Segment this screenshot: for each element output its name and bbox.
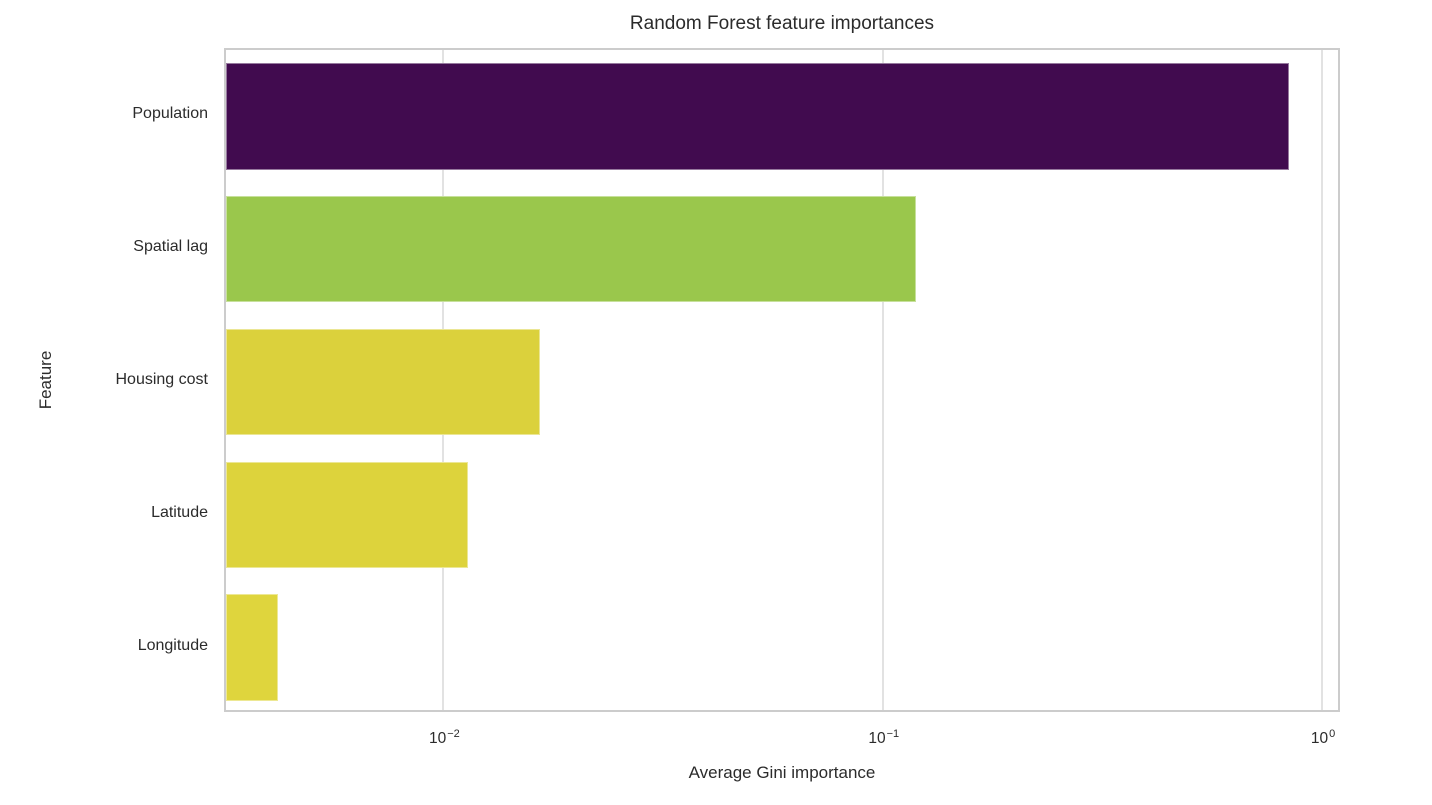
y-tick-label-spatial-lag: Spatial lag — [133, 238, 208, 256]
y-tick-label-housing-cost: Housing cost — [115, 371, 209, 388]
x-gridline-10e0 — [1321, 50, 1324, 710]
bar-population — [226, 63, 1289, 170]
x-tick-label-10e0: 100 — [1310, 727, 1336, 748]
x-tick-base: 10 — [868, 730, 886, 747]
bar-latitude — [226, 461, 469, 568]
bar-longitude — [226, 594, 278, 701]
y-axis-label: Feature — [36, 350, 55, 410]
x-tick-exponent: −2 — [447, 727, 460, 740]
bar-spatial-lag — [226, 196, 916, 303]
x-tick-exponent: 0 — [1329, 727, 1336, 740]
x-axis-label: Average Gini importance — [688, 763, 876, 782]
y-tick-label-population: Population — [132, 105, 208, 123]
x-gridline-10e−1 — [881, 50, 884, 710]
bar-housing-cost — [226, 328, 541, 436]
x-tick-label-10e−1: 10−1 — [868, 727, 900, 748]
plot-area — [224, 48, 1340, 712]
x-tick-exponent: −1 — [886, 727, 900, 740]
y-tick-label-latitude: Latitude — [151, 503, 208, 521]
y-tick-label-longitude: Longitude — [137, 636, 208, 654]
x-tick-label-10e−2: 10−2 — [429, 727, 460, 748]
x-tick-base: 10 — [429, 730, 447, 747]
chart-title: Random Forest feature importances — [629, 13, 935, 34]
x-tick-base: 10 — [1310, 730, 1329, 747]
